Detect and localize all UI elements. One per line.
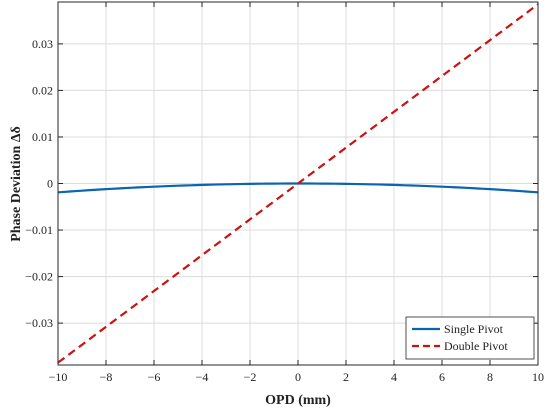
x-tick-label: 2	[343, 370, 349, 384]
legend-box	[405, 316, 535, 360]
legend: Single Pivot Double Pivot	[405, 316, 535, 360]
series-line-double-pivot	[57, 3, 539, 364]
x-tick-label: 8	[487, 370, 493, 384]
legend-label: Double Pivot	[444, 339, 508, 353]
y-tick-label: 0.02	[32, 83, 53, 97]
y-tick-label: 0.01	[32, 130, 53, 144]
x-tick-label: −4	[196, 370, 209, 384]
series-lines	[57, 3, 539, 364]
y-tick-label: −0.01	[25, 223, 53, 237]
x-tick-label: 0	[295, 370, 301, 384]
axis-ticks: −10 −8 −6 −4 −2 0 2 4 6 8 10 −0.03 −0.02 −0.01 0 0.01 0.…	[25, 2, 544, 384]
y-tick-label: 0	[47, 177, 53, 191]
x-tick-label: 6	[439, 370, 445, 384]
x-tick-label: −10	[49, 370, 68, 384]
x-tick-label: −2	[244, 370, 257, 384]
y-axis-label: Phase Deviation Δδ	[9, 126, 24, 242]
legend-label: Single Pivot	[444, 322, 504, 336]
x-axis-label: OPD (mm)	[265, 393, 331, 408]
y-tick-label: −0.03	[25, 316, 53, 330]
x-tick-label: 4	[391, 370, 397, 384]
y-tick-label: −0.02	[25, 270, 53, 284]
y-tick-label: 0.03	[32, 37, 53, 51]
x-tick-label: −6	[148, 370, 161, 384]
x-tick-label: 10	[532, 370, 544, 384]
x-tick-label: −8	[100, 370, 113, 384]
